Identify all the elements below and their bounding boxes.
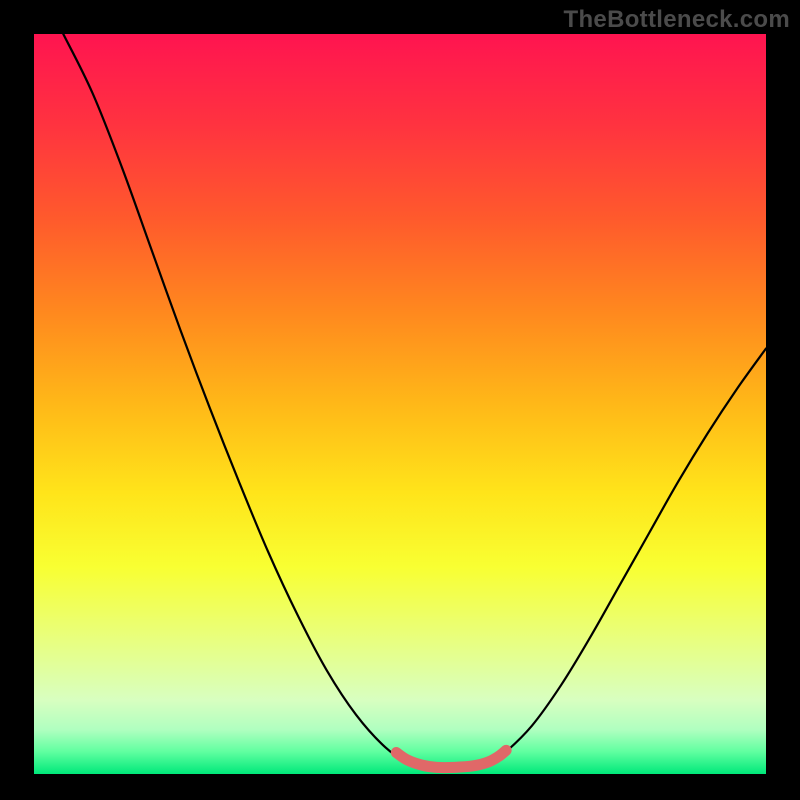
- bottleneck-curve: [63, 34, 766, 769]
- optimal-range-highlight: [396, 750, 506, 767]
- plot-area: [34, 34, 766, 774]
- watermark-text: TheBottleneck.com: [564, 6, 790, 34]
- chart-container: TheBottleneck.com: [0, 0, 800, 800]
- curve-layer: [34, 34, 766, 774]
